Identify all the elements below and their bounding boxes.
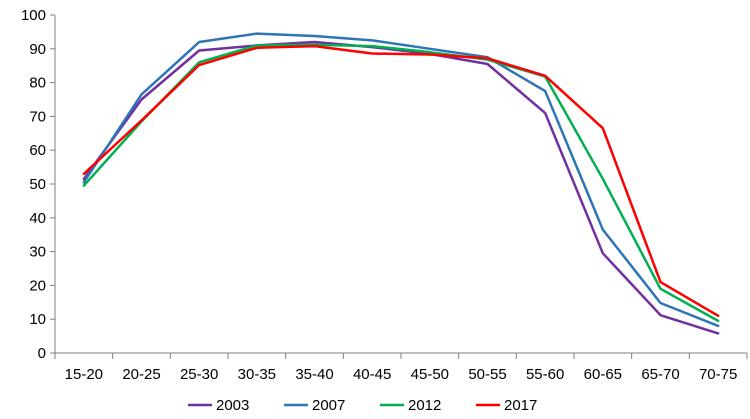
x-tick-label: 70-75: [699, 366, 737, 383]
y-tick-label: 0: [38, 345, 46, 362]
x-tick-label: 15-20: [65, 366, 103, 383]
y-tick-label: 70: [29, 108, 46, 125]
series-line-2017: [82, 44, 720, 318]
legend-label-2012: 2012: [408, 397, 441, 414]
y-tick-label: 30: [29, 244, 46, 261]
x-tick-label: 20-25: [122, 366, 160, 383]
series-line-2007: [82, 32, 720, 328]
legend-label-2017: 2017: [504, 397, 537, 414]
series-line-2012: [82, 43, 720, 323]
series-line-2003: [82, 40, 720, 335]
legend-label-2003: 2003: [216, 397, 249, 414]
x-tick-label: 55-60: [526, 366, 564, 383]
x-tick-label: 45-50: [411, 366, 449, 383]
series-layer: [82, 32, 720, 335]
axes: 0 10 20 30 40 50 60 70 80 90 100 15-20 20-25 25-30 30-…: [21, 7, 748, 383]
y-tick-label: 50: [29, 176, 46, 193]
y-tick-label: 100: [21, 7, 46, 24]
y-tick-label: 90: [29, 41, 46, 58]
y-tick-label: 40: [29, 210, 46, 227]
x-tick-label: 60-65: [584, 366, 622, 383]
y-tick-label: 10: [29, 311, 46, 328]
x-tick-label: 40-45: [353, 366, 391, 383]
y-tick-label: 20: [29, 277, 46, 294]
y-tick-label: 60: [29, 142, 46, 159]
legend: 2003 2007 2012 2017: [188, 397, 537, 414]
x-tick-label: 35-40: [295, 366, 333, 383]
x-tick-label: 65-70: [641, 366, 679, 383]
x-tick-label: 50-55: [468, 366, 506, 383]
x-tick-label: 25-30: [180, 366, 218, 383]
x-tick-label: 30-35: [238, 366, 276, 383]
legend-label-2007: 2007: [312, 397, 345, 414]
y-tick-label: 80: [29, 75, 46, 92]
